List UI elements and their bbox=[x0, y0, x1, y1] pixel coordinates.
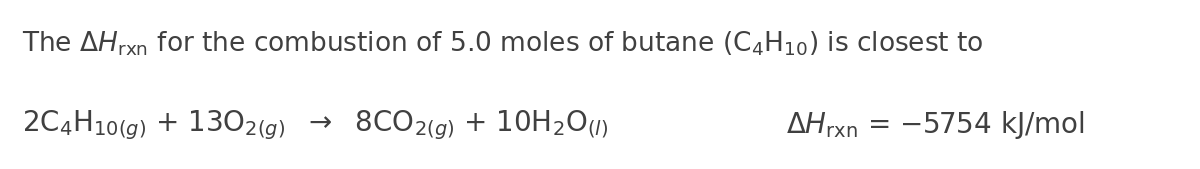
Text: The $\Delta\mathit{H}_{\mathrm{rxn}}$ for the combustion of 5.0 moles of butane : The $\Delta\mathit{H}_{\mathrm{rxn}}$ fo… bbox=[22, 30, 983, 58]
Text: 2C$_4$H$_{10(g)}$ + 13O$_{2(g)}$  $\rightarrow$  8CO$_{2(g)}$ + 10H$_2$O$_{(l)}$: 2C$_4$H$_{10(g)}$ + 13O$_{2(g)}$ $\right… bbox=[22, 108, 608, 142]
Text: $\Delta\mathit{H}_{\mathrm{rxn}}$ = $-$5754 kJ/mol: $\Delta\mathit{H}_{\mathrm{rxn}}$ = $-$5… bbox=[786, 109, 1085, 141]
